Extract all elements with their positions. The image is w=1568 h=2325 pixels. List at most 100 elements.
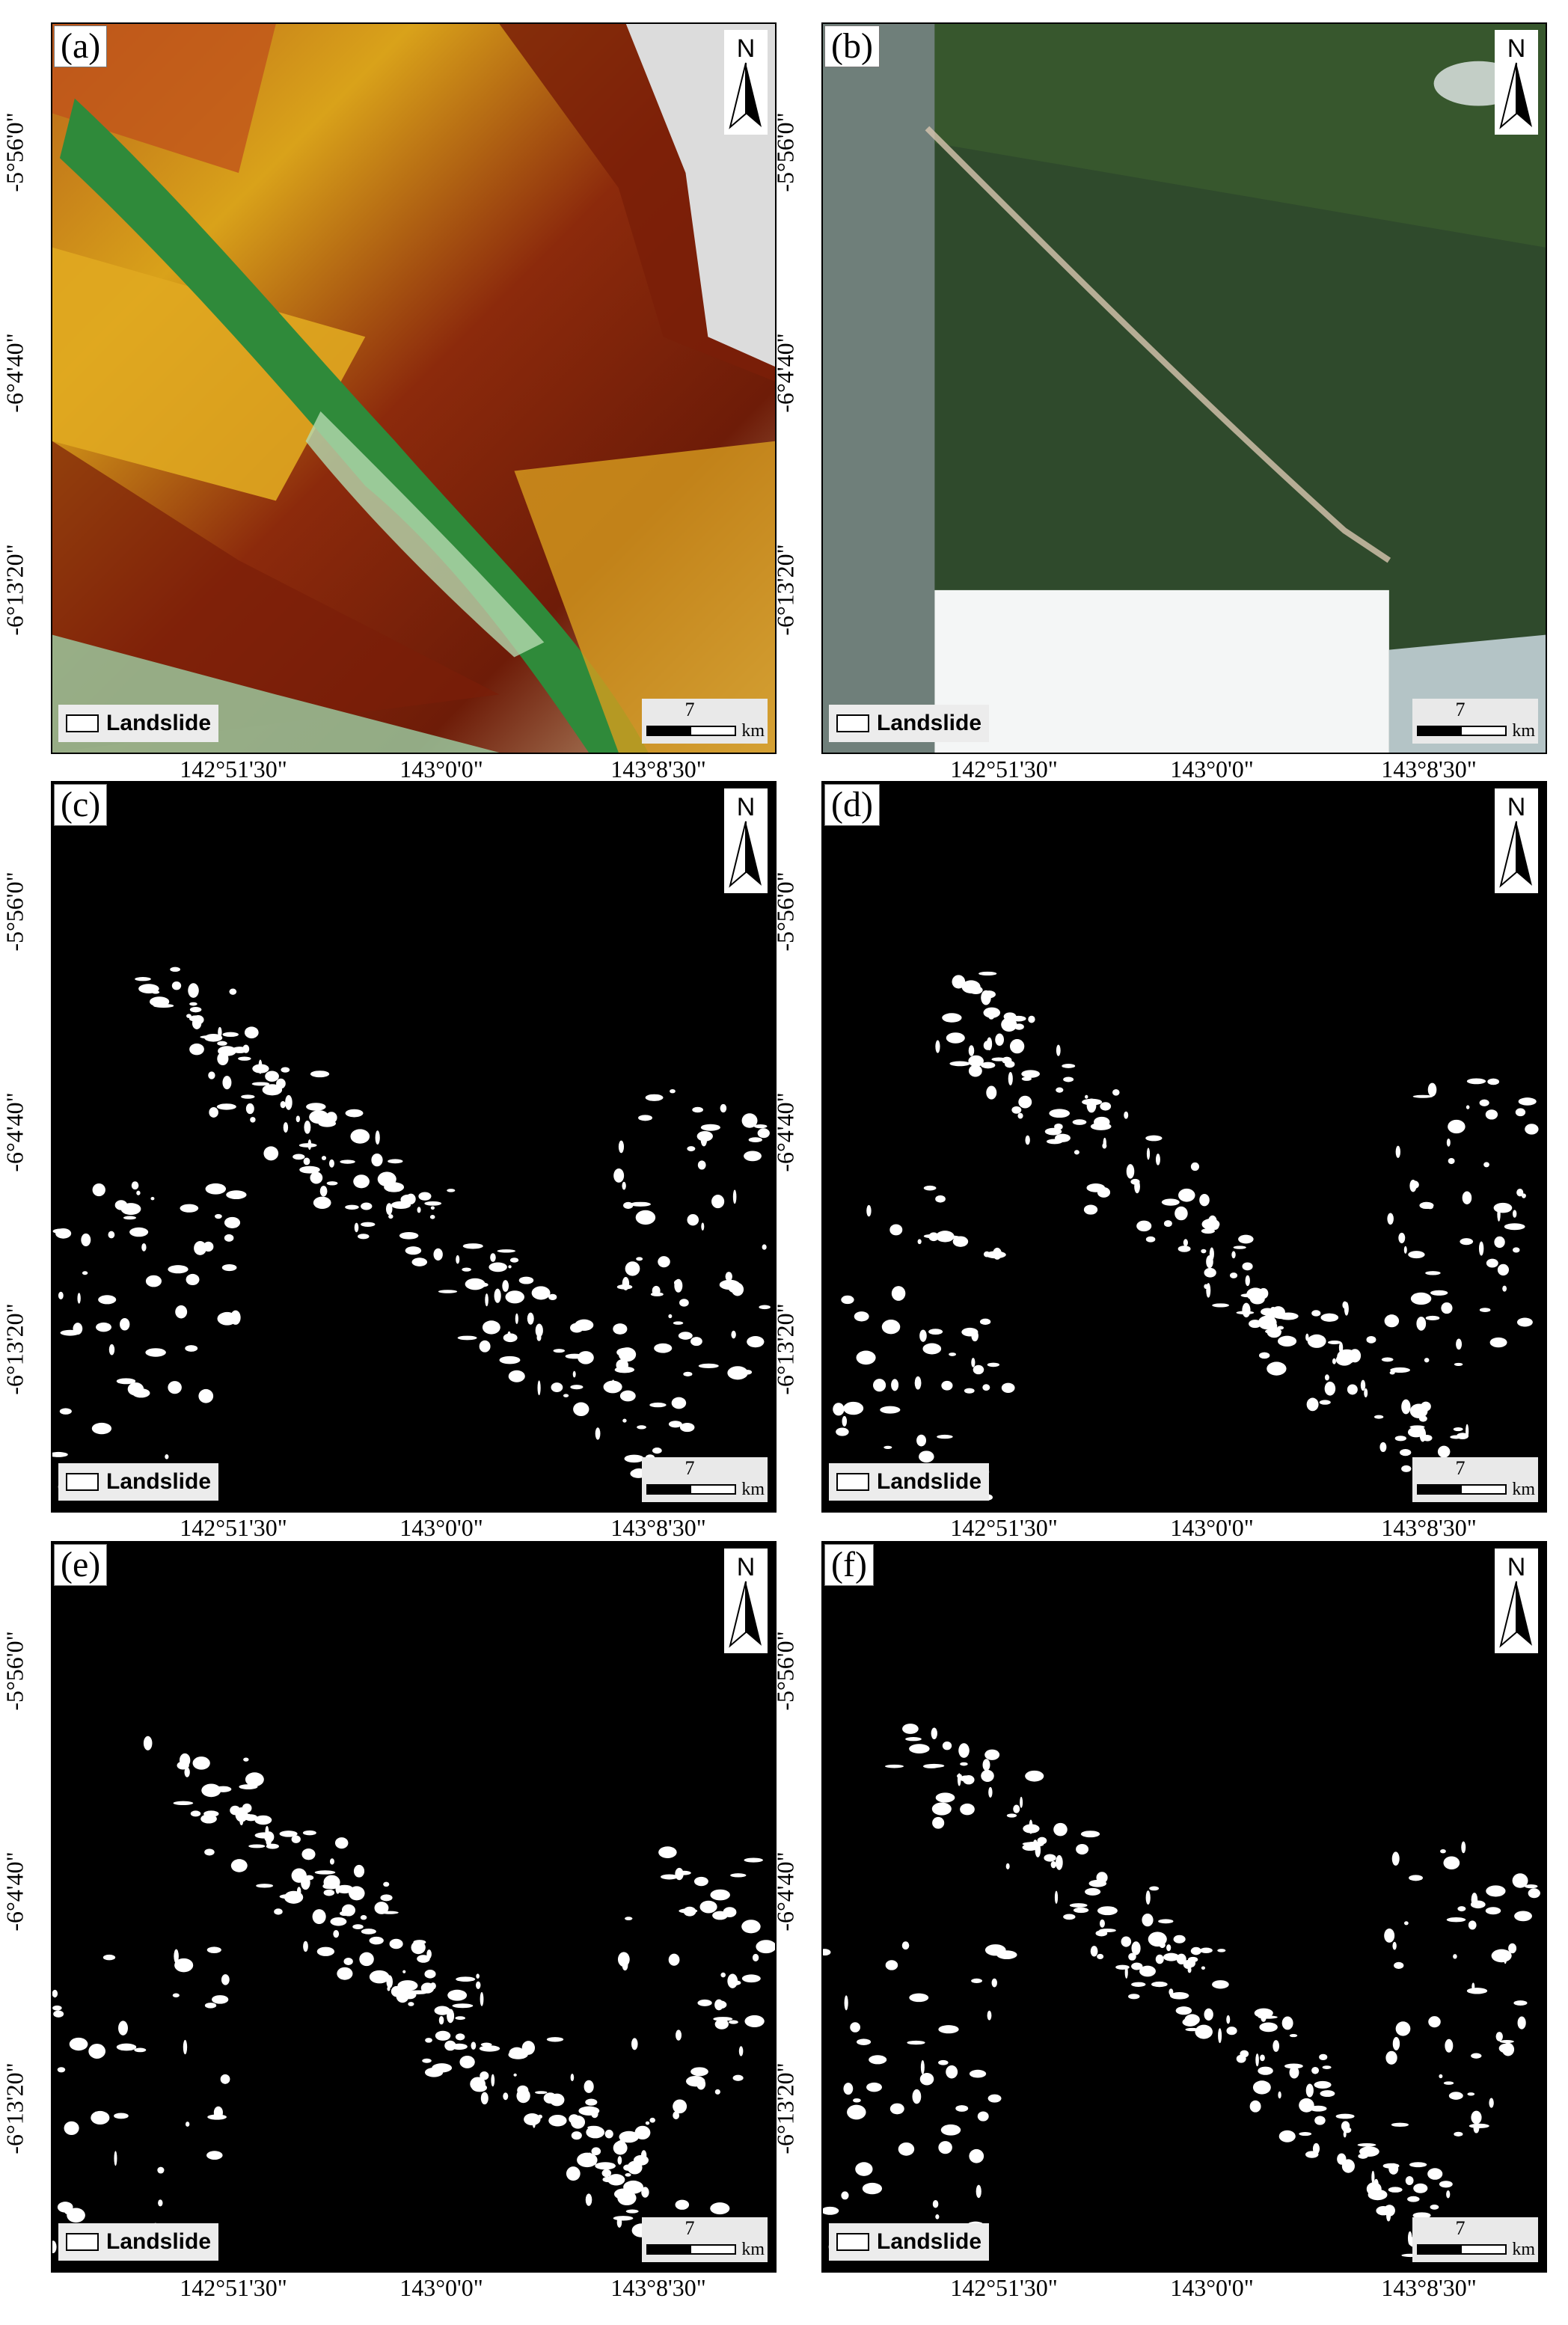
landslide-patch: [1486, 1258, 1498, 1268]
landslide-patch: [883, 1445, 892, 1449]
landslide-patch: [720, 1972, 726, 1978]
lat-tick-label: -6°4'40": [771, 333, 799, 413]
landslide-patch: [938, 2025, 959, 2034]
landslide-patch: [1502, 1285, 1507, 1292]
landslide-patch: [969, 2069, 987, 2078]
landslide-patch: [361, 1222, 376, 1227]
landslide-patch: [216, 1103, 236, 1110]
landslide-patch: [744, 2015, 765, 2028]
landslide-patch: [1485, 1907, 1501, 1915]
landslide-patch: [729, 1980, 741, 1986]
landslide-patch: [1341, 2159, 1355, 2173]
landslide-patch: [1391, 1851, 1400, 1866]
landslide-patch: [1357, 2143, 1376, 2147]
landslide-patch: [1453, 1954, 1457, 1959]
landslide-patch: [149, 996, 170, 1007]
landslide-patch: [1086, 1183, 1106, 1192]
landslide-patch: [485, 1293, 489, 1307]
landslide-patch: [230, 1805, 241, 1816]
landslide-patch: [928, 1329, 943, 1335]
landslide-patch: [1379, 1442, 1387, 1453]
landslide-patch: [1204, 1267, 1216, 1278]
landslide-patch: [584, 2080, 594, 2093]
landslide-patch: [532, 2114, 536, 2128]
landslide-patch: [941, 1380, 953, 1391]
landslide-patch: [491, 2074, 495, 2087]
landslide-patch: [685, 2075, 705, 2087]
landslide-patch: [1366, 2182, 1382, 2196]
landslide-patch: [1314, 2080, 1332, 2089]
landslide-patch: [1407, 2231, 1412, 2246]
landslide-patch: [1448, 1119, 1466, 1134]
landslide-patch: [857, 2038, 872, 2045]
landslide-patch: [345, 1204, 359, 1210]
landslide-patch: [336, 1884, 354, 1894]
landslide-patch: [438, 2016, 444, 2025]
landslide-patch: [1094, 1116, 1110, 1128]
landslide-patch: [984, 1749, 1000, 1760]
landslide-patch: [961, 1327, 979, 1337]
landslide-patch: [1441, 1302, 1453, 1314]
landslide-patch: [299, 1165, 320, 1174]
lat-tick-label: -6°4'40": [771, 1092, 799, 1172]
landslide-patch: [1074, 1150, 1079, 1155]
landslide-patch: [654, 1343, 673, 1353]
landslide-patch: [1359, 2146, 1379, 2157]
landslide-patch: [570, 1323, 584, 1333]
landslide-patch: [1495, 2032, 1503, 2041]
landslide-patch: [1080, 1831, 1100, 1838]
landslide-patch: [1025, 1770, 1044, 1782]
landslide-patch: [243, 1757, 249, 1762]
landslide-patch: [1401, 1399, 1411, 1415]
landslide-patch: [1466, 1988, 1488, 1994]
landslide-patch: [1403, 1246, 1407, 1254]
landslide-patch: [618, 1140, 625, 1154]
landslide-patch: [479, 2045, 500, 2052]
landslide-patch: [1528, 1888, 1540, 1899]
landslide-patch: [914, 1376, 922, 1390]
landslide-patch: [823, 2206, 839, 2215]
lon-tick-label: 142°51'30": [950, 2274, 1058, 2301]
landslide-patch: [570, 1385, 584, 1390]
landslide-patch: [1063, 1914, 1076, 1920]
landslide-patch: [319, 1186, 328, 1197]
landslide-patch: [1512, 1873, 1528, 1888]
landslide-patch: [1261, 2013, 1267, 2022]
svg-text:N: N: [737, 1553, 756, 1581]
landslide-patch: [303, 1940, 308, 1952]
landslide-patch: [408, 2002, 414, 2006]
landslide-patch: [59, 1408, 72, 1415]
landslide-patch: [358, 1234, 370, 1240]
landslide-patch: [256, 1884, 274, 1888]
landslide-patch: [343, 1958, 353, 1965]
landslide-patch: [1261, 1314, 1275, 1329]
landslide-patch: [435, 2030, 451, 2041]
landslide-patch: [238, 1056, 251, 1061]
landslide-patch: [1309, 2105, 1327, 2112]
landslide-patch: [1028, 1015, 1035, 1023]
landslide-patch: [866, 1204, 872, 1217]
landslide-patch: [1023, 1824, 1040, 1834]
landslide-patch: [747, 1336, 765, 1348]
landslide-patch: [1201, 1966, 1205, 1970]
landslide-patch: [369, 1970, 390, 1984]
landslide-patch: [983, 1007, 1001, 1018]
landslide-patch: [909, 1993, 929, 2003]
landslide-patch: [1516, 1188, 1524, 1197]
landslide-patch: [658, 1256, 670, 1268]
landslide-patch: [426, 1949, 432, 1959]
landslide-patch: [157, 2166, 165, 2174]
lat-tick-label: -6°13'20": [771, 2062, 799, 2154]
landslide-patch: [204, 2003, 217, 2009]
landslide-patch: [616, 1284, 633, 1290]
landslide-patch: [316, 1946, 335, 1956]
landslide-patch: [668, 1314, 673, 1319]
landslide-patch: [374, 1902, 389, 1914]
landslide-patch: [602, 2176, 613, 2183]
landslide-patch: [1002, 1056, 1012, 1065]
lat-tick-label: -6°4'40": [1, 1092, 28, 1172]
landslide-patch: [418, 1192, 432, 1201]
landslide-patch: [1439, 2181, 1453, 2188]
landslide-patch: [955, 2105, 969, 2112]
landslide-patch: [1412, 1094, 1433, 1098]
